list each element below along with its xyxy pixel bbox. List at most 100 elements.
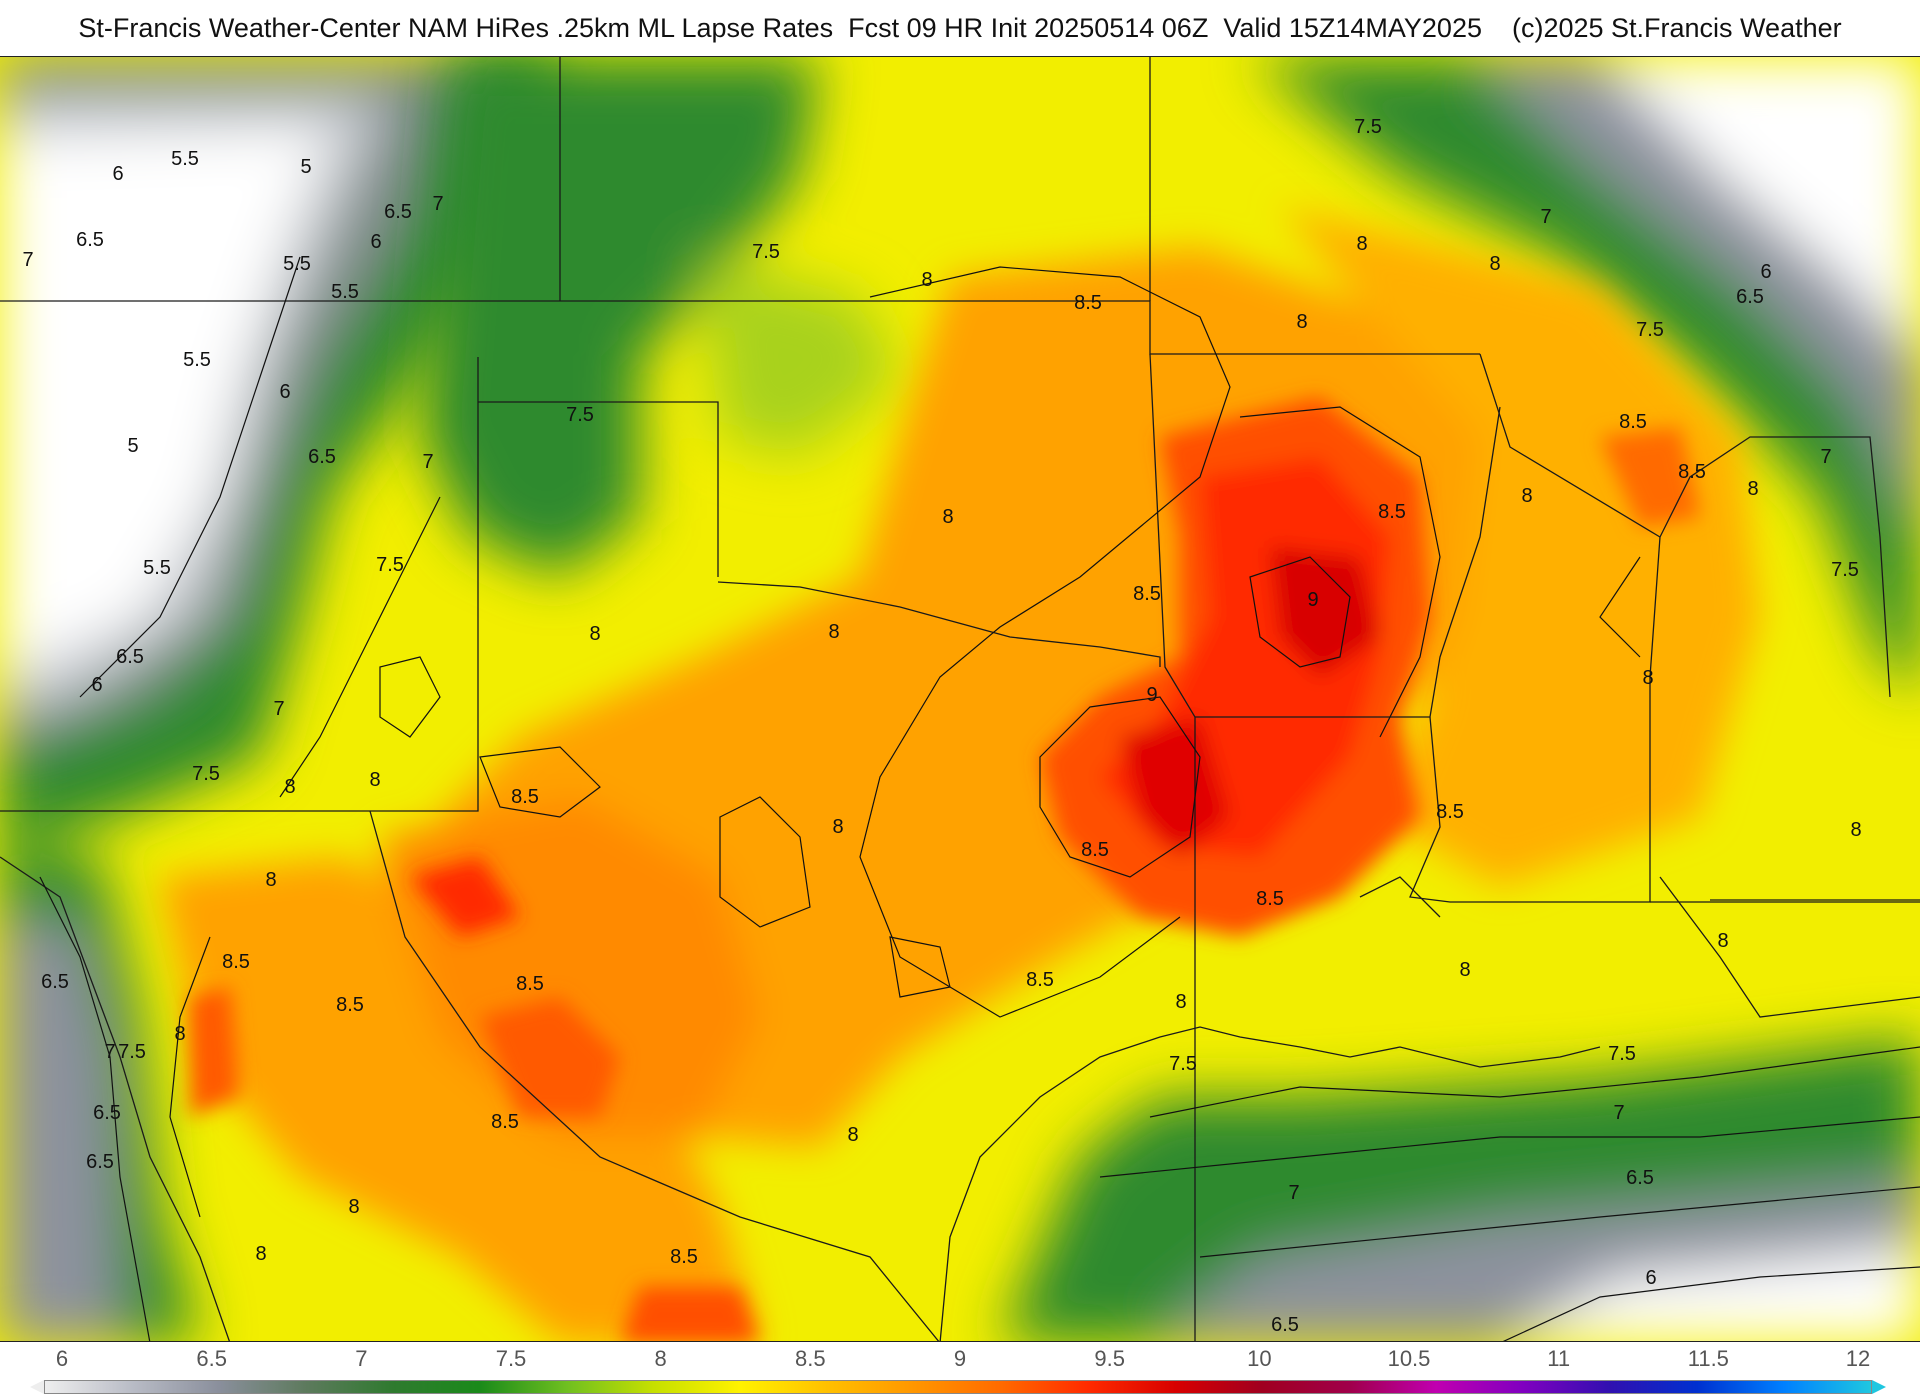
map-panel[interactable]: 5.5 5 6 6.5 7 6.5 6 7 5.5 5.5 5.5 6 5 6.5 7 5.5 7.5 6.5 6 7… <box>0 56 1920 1342</box>
contour-label: 7.5 <box>1636 319 1664 341</box>
contour-label: 7.5 <box>1354 116 1382 138</box>
contour-label: 5.5 <box>171 148 199 170</box>
colorbar-max-arrow <box>1872 1380 1886 1394</box>
contour-label: 8 <box>847 1124 858 1146</box>
contour-label: 8.5 <box>1256 888 1284 910</box>
contour-label: 6 <box>91 674 102 696</box>
contour-label: 6.5 <box>93 1102 121 1124</box>
contour-label: 6.5 <box>384 201 412 223</box>
contour-label: 8.5 <box>1074 292 1102 314</box>
contour-label: 5.5 <box>331 281 359 303</box>
contour-label: 7.5 <box>752 241 780 263</box>
contour-label: 6 <box>279 381 290 403</box>
contour-label: 8.5 <box>336 994 364 1016</box>
boundaries <box>0 57 1920 1341</box>
map-title: St-Francis Weather-Center NAM HiRes .25k… <box>78 12 1842 43</box>
contour-label: 7 <box>432 193 443 215</box>
colorbar-tick-label: 12 <box>1845 1346 1871 1371</box>
contour-label: 8 <box>1296 311 1307 333</box>
contour-label: 5 <box>127 435 138 457</box>
contour-label: 8.5 <box>222 951 250 973</box>
contour-label: 7.5 <box>1608 1043 1636 1065</box>
contour-label: 7 <box>1820 446 1831 468</box>
contour-label: 8 <box>828 621 839 643</box>
contour-label: 8.5 <box>1378 501 1406 523</box>
contour-label: 8 <box>832 816 843 838</box>
contour-label: 6.5 <box>308 446 336 468</box>
contour-label: 5 <box>300 156 311 178</box>
field-west-dry <box>0 57 560 1341</box>
contour-label: 8.5 <box>1026 969 1054 991</box>
contour-label: 6 <box>112 163 123 185</box>
contour-label: 7 <box>273 698 284 720</box>
colorbar-tick-label: 6.5 <box>196 1346 227 1371</box>
contour-label: 8.5 <box>1081 839 1109 861</box>
colorbar-tick-label: 9 <box>953 1346 967 1371</box>
contour-label: 8 <box>1850 819 1861 841</box>
contour-label: 8 <box>1459 959 1470 981</box>
colorbar-tick-label: 11 <box>1547 1346 1571 1371</box>
colorbar-tick-label: 8 <box>654 1346 667 1371</box>
contour-label: 5.5 <box>183 349 211 371</box>
contour-label: 6.5 <box>1626 1167 1654 1189</box>
contour-label: 8 <box>255 1243 266 1265</box>
contour-label: 6.5 <box>41 971 69 993</box>
contour-label: 7.5 <box>118 1041 146 1063</box>
contour-label: 9 <box>1146 684 1157 706</box>
lapse-rate-map[interactable]: 5.5 566.5 76.5 67 5.55.55.565 6.5 75.5 7.56.567… <box>0 57 1920 1342</box>
contour-label: 8.5 <box>511 786 539 808</box>
colorbar-tick-label: 7 <box>355 1346 368 1371</box>
colorbar-tick-label: 7.5 <box>495 1346 527 1371</box>
contour-label: 5.5 <box>143 557 171 579</box>
field-north-green <box>420 57 1920 697</box>
contour-label: 6.5 <box>1736 286 1764 308</box>
contour-label: 8 <box>1747 478 1758 500</box>
contour-label: 8 <box>1521 485 1532 507</box>
contour-label: 8 <box>589 623 600 645</box>
header: St-Francis Weather-Center NAM HiRes .25k… <box>0 0 1920 56</box>
contour-label: 8 <box>369 769 380 791</box>
contour-label: 7.5 <box>376 554 404 576</box>
contour-label: 6.5 <box>1271 1314 1299 1336</box>
contour-label: 6.5 <box>76 229 104 251</box>
contour-label: 6 <box>370 231 381 253</box>
colorbar-tick-label: 8.5 <box>795 1346 826 1371</box>
contour-label: 7 <box>1613 1102 1624 1124</box>
field-red-core <box>190 397 1700 1341</box>
contour-label: 8 <box>284 776 295 798</box>
colorbar-tick-label: 10.5 <box>1387 1346 1431 1371</box>
contour-label: 8.5 <box>670 1246 698 1268</box>
contour-label: 7 <box>1540 206 1551 228</box>
contour-label: 8.5 <box>491 1111 519 1133</box>
contour-label: 8 <box>921 269 932 291</box>
contour-label: 7 <box>1288 1182 1299 1204</box>
contour-label: 6.5 <box>86 1151 114 1173</box>
contour-label: 8.5 <box>516 973 544 995</box>
contour-label: 5.5 <box>283 253 311 275</box>
contour-label: 8.5 <box>1678 461 1706 483</box>
contour-label: 7.5 <box>192 763 220 785</box>
contour-label: 8 <box>942 506 953 528</box>
contour-label: 8 <box>1642 667 1653 689</box>
contour-label: 7 <box>22 249 33 271</box>
contour-label: 8 <box>174 1023 185 1045</box>
colorbar-tick-label: 6 <box>55 1346 69 1371</box>
contour-label: 9 <box>1307 589 1318 611</box>
colorbar-tick-label: 11.5 <box>1687 1346 1729 1371</box>
contour-label: 6 <box>1760 261 1771 283</box>
field-gulf <box>1000 1037 1920 1341</box>
contour-label: 8 <box>348 1196 359 1218</box>
contour-labels: 5.5 566.5 76.5 67 5.55.55.565 6.5 75.5 7.56.567… <box>22 116 1861 1336</box>
contour-label: 6 <box>1645 1267 1656 1289</box>
contour-label: 8.5 <box>1619 411 1647 433</box>
contour-label: 7.5 <box>1169 1053 1197 1075</box>
contours <box>39 256 1920 1341</box>
contour-label: 8.5 <box>1436 801 1464 823</box>
colorbar-ramp <box>44 1380 1872 1394</box>
contour-label: 8 <box>1717 930 1728 952</box>
contour-label: 7.5 <box>1831 559 1859 581</box>
contour-label: 8 <box>1175 991 1186 1013</box>
contour-label: 8 <box>1356 233 1367 255</box>
colorbar-min-arrow <box>30 1380 44 1394</box>
contour-label: 7 <box>104 1041 115 1063</box>
